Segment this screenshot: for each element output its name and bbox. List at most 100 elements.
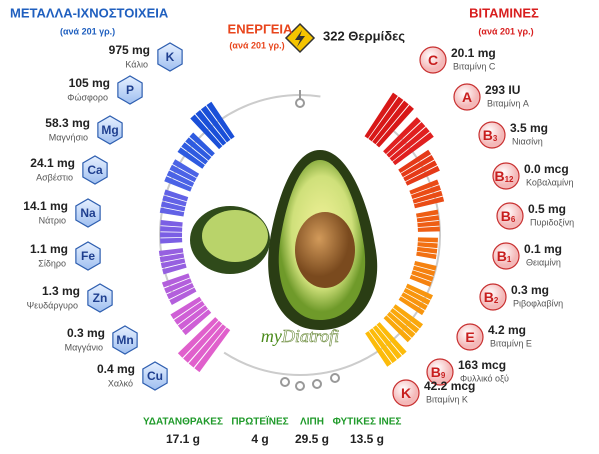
vitamin-symbol: B2 [484,289,499,305]
macro-value: 4 g [251,432,268,446]
vitamin-sub: 9 [441,371,446,380]
mineral-amount: 0.4 mg [97,362,135,376]
level-bar [160,232,183,238]
level-bar [369,328,397,364]
level-bar [160,258,186,269]
vitamin-amount: 3.5 mg [510,121,548,135]
level-bar [403,287,431,306]
vitamin-sub: 3 [493,134,498,143]
level-bar [412,190,443,204]
vitamin-amount: 0.0 mcg [524,162,569,176]
vitamin-amount: 0.3 mg [511,283,549,297]
vitamin-letter: B [494,168,504,184]
level-bar [393,304,424,329]
level-bar [200,105,231,143]
level-bar [376,322,407,356]
level-bar [158,248,184,257]
vitamin-amount: 293 IU [485,83,520,97]
vitamin-amount: 4.2 mg [488,323,526,337]
level-bar [188,324,227,368]
level-bar [364,92,398,139]
energy-title: ΕΝΕΡΓΕΙΑ [228,21,293,36]
level-bar [365,331,392,367]
level-bar [398,149,432,174]
level-bar [185,137,212,161]
level-bar [177,147,205,169]
level-bar [413,196,445,209]
level-bar [159,207,185,217]
level-bar [195,110,227,146]
vitamin-symbol: B12 [494,168,514,184]
level-bar [172,159,200,178]
vitamin-amount: 163 mcg [458,358,506,372]
vitamin-name: Βιταμίνη K [426,394,468,404]
vitamin-icon [478,121,506,149]
level-bar [181,309,212,336]
mineral-amount: 0.3 mg [67,326,105,340]
vitamin-icon [426,358,454,386]
mineral-icon [112,325,138,355]
macro-value: 29.5 g [295,432,329,446]
mineral-icon [87,283,113,313]
mineral-name: Κάλιο [125,59,148,69]
vitamin-letter: B [497,248,507,264]
level-bar [162,195,187,207]
vitamin-symbol: B9 [431,364,446,380]
vitamin-icon [492,162,520,190]
vitamin-letter: B [483,127,493,143]
level-bar [181,142,209,165]
vitamin-symbol: B3 [483,127,498,143]
vitamin-symbol: E [465,329,474,345]
vitamin-letter: E [465,329,474,345]
level-bar [416,246,438,254]
level-bar [368,96,404,142]
mineral-icon [97,115,123,145]
level-bar [386,311,416,338]
mineral-name: Ψευδάργυρο [27,300,78,310]
vitamin-name: Πυριδοξίνη [530,217,574,227]
mineral-icon [75,241,101,271]
vitamin-icon [492,242,520,270]
level-bar [177,305,208,330]
mineral-name: Φώσφορο [67,92,108,102]
level-bar [169,164,197,183]
level-bar [417,226,440,232]
level-bar [409,274,432,287]
mineral-icon [142,361,168,391]
vitamin-sub: 2 [494,296,499,305]
vitamins-subtitle: (ανά 201 γρ.) [478,26,533,36]
vitamin-name: Κοβαλαμίνη [526,177,574,187]
level-bar [376,105,414,148]
vitamin-symbol: K [401,385,411,401]
level-bar [417,220,440,228]
energy-subtitle: (ανά 201 γρ.) [229,40,284,50]
level-bar [389,126,430,162]
mineral-symbol: Mn [116,333,133,347]
mineral-symbol: Fe [81,249,95,263]
minerals-subtitle: (ανά 201 γρ.) [60,26,115,36]
level-bar [170,296,202,320]
level-bar [166,170,195,187]
mineral-symbol: Na [80,206,96,220]
level-bar [372,100,409,145]
mineral-amount: 105 mg [69,76,110,90]
vitamin-sub: 6 [511,215,516,224]
level-bar [386,121,426,158]
level-bar [160,220,183,227]
level-bar [390,308,420,334]
macro-value: 13.5 g [350,432,384,446]
level-bar [159,253,185,263]
mineral-icon [117,75,143,105]
level-bar [160,237,183,244]
mineral-icon [157,42,183,72]
mineral-symbol: Cu [147,369,163,383]
minerals-title: ΜΕΤΑΛΛΑ-ΙΧΝΟΣΤΟΙΧΕΙΑ [10,5,169,20]
level-bar [161,273,190,288]
mineral-amount: 1.3 mg [42,284,80,298]
vitamin-icon [392,379,420,407]
level-bar [417,242,438,249]
level-bar [174,301,205,325]
level-bar [416,209,439,218]
level-bar [405,165,440,186]
